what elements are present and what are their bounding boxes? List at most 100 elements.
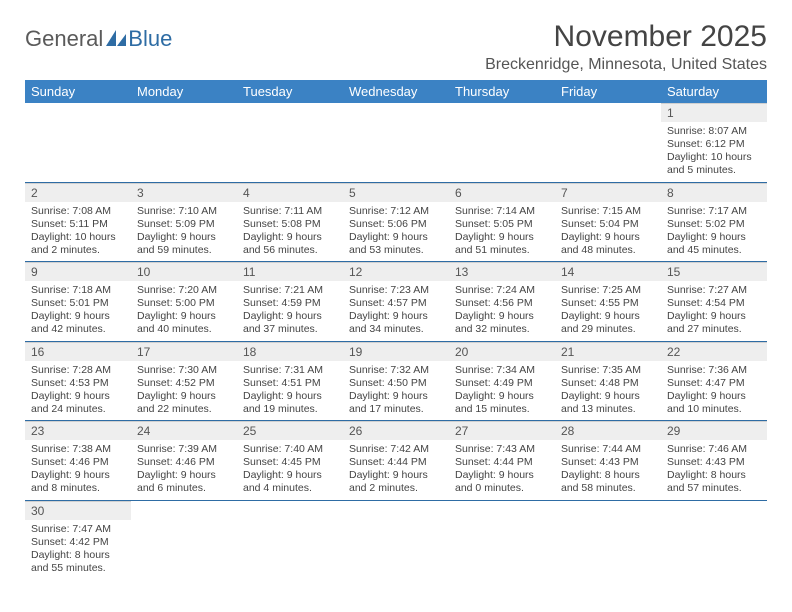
daylight-line2: and 5 minutes. — [667, 164, 761, 177]
day-body: Sunrise: 7:46 AMSunset: 4:43 PMDaylight:… — [661, 440, 767, 500]
day-body: Sunrise: 7:32 AMSunset: 4:50 PMDaylight:… — [343, 361, 449, 421]
day-number: 7 — [555, 183, 661, 202]
sunset-line: Sunset: 4:44 PM — [455, 456, 549, 469]
weekday-header-row: SundayMondayTuesdayWednesdayThursdayFrid… — [25, 80, 767, 103]
day-body: Sunrise: 7:27 AMSunset: 4:54 PMDaylight:… — [661, 281, 767, 341]
calendar-day-cell: 25Sunrise: 7:40 AMSunset: 4:45 PMDayligh… — [237, 421, 343, 501]
daylight-line1: Daylight: 9 hours — [31, 390, 125, 403]
daylight-line1: Daylight: 9 hours — [137, 390, 231, 403]
calendar-day-cell: 26 Sunrise: 7:42 AMSunset: 4:44 PMDayligh… — [343, 421, 449, 501]
daylight-line2: and 53 minutes. — [349, 244, 443, 257]
calendar-empty-cell — [237, 500, 343, 579]
daylight-line1: Daylight: 9 hours — [349, 231, 443, 244]
day-number: 11 — [237, 262, 343, 281]
sunrise-line: Sunrise: 7:38 AM — [31, 443, 125, 456]
daylight-line2: and 2 minutes. — [349, 482, 443, 495]
sunrise-line: Sunrise: 7:18 AM — [31, 284, 125, 297]
calendar-empty-cell — [661, 500, 767, 579]
day-body: Sunrise: 7:12 AMSunset: 5:06 PMDaylight:… — [343, 202, 449, 262]
calendar-empty-cell — [555, 103, 661, 182]
calendar-day-cell: 16Sunrise: 7:28 AMSunset: 4:53 PMDayligh… — [25, 341, 131, 421]
calendar-week-row: 30Sunrise: 7:47 AMSunset: 4:42 PMDayligh… — [25, 500, 767, 579]
sunrise-line: Sunrise: 7:42 AM — [349, 443, 443, 456]
calendar-empty-cell — [25, 103, 131, 182]
daylight-line2: and 51 minutes. — [455, 244, 549, 257]
day-number: 28 — [555, 421, 661, 440]
day-body: Sunrise: 8:07 AMSunset: 6:12 PMDaylight:… — [661, 122, 767, 182]
daylight-line1: Daylight: 9 hours — [561, 390, 655, 403]
calendar-day-cell: 17Sunrise: 7:30 AMSunset: 4:52 PMDayligh… — [131, 341, 237, 421]
calendar-day-cell: 6Sunrise: 7:14 AMSunset: 5:05 PMDaylight… — [449, 182, 555, 262]
daylight-line1: Daylight: 8 hours — [31, 549, 125, 562]
sunset-line: Sunset: 4:44 PM — [349, 456, 443, 469]
calendar-day-cell: 1Sunrise: 8:07 AMSunset: 6:12 PMDaylight… — [661, 103, 767, 182]
location: Breckenridge, Minnesota, United States — [485, 56, 767, 74]
daylight-line2: and 19 minutes. — [243, 403, 337, 416]
daylight-line1: Daylight: 9 hours — [349, 469, 443, 482]
daylight-line2: and 15 minutes. — [455, 403, 549, 416]
day-number: 23 — [25, 421, 131, 440]
calendar-day-cell: 18Sunrise: 7:31 AMSunset: 4:51 PMDayligh… — [237, 341, 343, 421]
sunset-line: Sunset: 4:45 PM — [243, 456, 337, 469]
daylight-line1: Daylight: 9 hours — [455, 390, 549, 403]
calendar-week-row: 16Sunrise: 7:28 AMSunset: 4:53 PMDayligh… — [25, 341, 767, 421]
daylight-line2: and 45 minutes. — [667, 244, 761, 257]
logo-word1: General — [25, 26, 103, 52]
day-number: 29 — [661, 421, 767, 440]
daylight-line2: and 0 minutes. — [455, 482, 549, 495]
day-number: 26 — [343, 421, 449, 440]
sunset-line: Sunset: 5:00 PM — [137, 297, 231, 310]
daylight-line2: and 27 minutes. — [667, 323, 761, 336]
daylight-line2: and 29 minutes. — [561, 323, 655, 336]
weekday-header: Thursday — [449, 80, 555, 103]
daylight-line1: Daylight: 9 hours — [561, 231, 655, 244]
calendar-day-cell: 14Sunrise: 7:25 AMSunset: 4:55 PMDayligh… — [555, 262, 661, 342]
sunrise-line: Sunrise: 7:34 AM — [455, 364, 549, 377]
daylight-line2: and 42 minutes. — [31, 323, 125, 336]
daylight-line1: Daylight: 8 hours — [561, 469, 655, 482]
sunset-line: Sunset: 5:04 PM — [561, 218, 655, 231]
calendar-day-cell: 15Sunrise: 7:27 AMSunset: 4:54 PMDayligh… — [661, 262, 767, 342]
daylight-line1: Daylight: 9 hours — [31, 469, 125, 482]
sunset-line: Sunset: 4:43 PM — [667, 456, 761, 469]
day-body: Sunrise: 7:36 AMSunset: 4:47 PMDaylight:… — [661, 361, 767, 421]
sunrise-line: Sunrise: 7:25 AM — [561, 284, 655, 297]
day-number: 16 — [25, 342, 131, 361]
sunset-line: Sunset: 4:50 PM — [349, 377, 443, 390]
calendar-day-cell: 3Sunrise: 7:10 AMSunset: 5:09 PMDaylight… — [131, 182, 237, 262]
daylight-line1: Daylight: 9 hours — [667, 231, 761, 244]
daylight-line2: and 24 minutes. — [31, 403, 125, 416]
daylight-line1: Daylight: 9 hours — [667, 310, 761, 323]
day-number: 19 — [343, 342, 449, 361]
day-number: 17 — [131, 342, 237, 361]
calendar-day-cell: 13Sunrise: 7:24 AMSunset: 4:56 PMDayligh… — [449, 262, 555, 342]
sunset-line: Sunset: 4:46 PM — [137, 456, 231, 469]
day-number: 5 — [343, 183, 449, 202]
sunrise-line: Sunrise: 7:24 AM — [455, 284, 549, 297]
day-number: 21 — [555, 342, 661, 361]
calendar-day-cell: 20Sunrise: 7:34 AMSunset: 4:49 PMDayligh… — [449, 341, 555, 421]
day-number: 13 — [449, 262, 555, 281]
sunset-line: Sunset: 4:59 PM — [243, 297, 337, 310]
sunrise-line: Sunrise: 7:12 AM — [349, 205, 443, 218]
weekday-header: Friday — [555, 80, 661, 103]
weekday-header: Sunday — [25, 80, 131, 103]
daylight-line1: Daylight: 9 hours — [137, 469, 231, 482]
sunset-line: Sunset: 4:49 PM — [455, 377, 549, 390]
day-body: Sunrise: 7:25 AMSunset: 4:55 PMDaylight:… — [555, 281, 661, 341]
calendar-week-row: 2Sunrise: 7:08 AMSunset: 5:11 PMDaylight… — [25, 182, 767, 262]
sunset-line: Sunset: 4:46 PM — [31, 456, 125, 469]
daylight-line2: and 2 minutes. — [31, 244, 125, 257]
day-number: 1 — [661, 103, 767, 122]
sunset-line: Sunset: 4:43 PM — [561, 456, 655, 469]
day-number: 22 — [661, 342, 767, 361]
day-body: Sunrise: 7:35 AMSunset: 4:48 PMDaylight:… — [555, 361, 661, 421]
day-number: 8 — [661, 183, 767, 202]
calendar-empty-cell — [131, 500, 237, 579]
calendar-empty-cell — [449, 103, 555, 182]
day-body: Sunrise: 7:23 AMSunset: 4:57 PMDaylight:… — [343, 281, 449, 341]
calendar-day-cell: 5Sunrise: 7:12 AMSunset: 5:06 PMDaylight… — [343, 182, 449, 262]
daylight-line1: Daylight: 9 hours — [349, 310, 443, 323]
day-number: 4 — [237, 183, 343, 202]
sunrise-line: Sunrise: 7:32 AM — [349, 364, 443, 377]
